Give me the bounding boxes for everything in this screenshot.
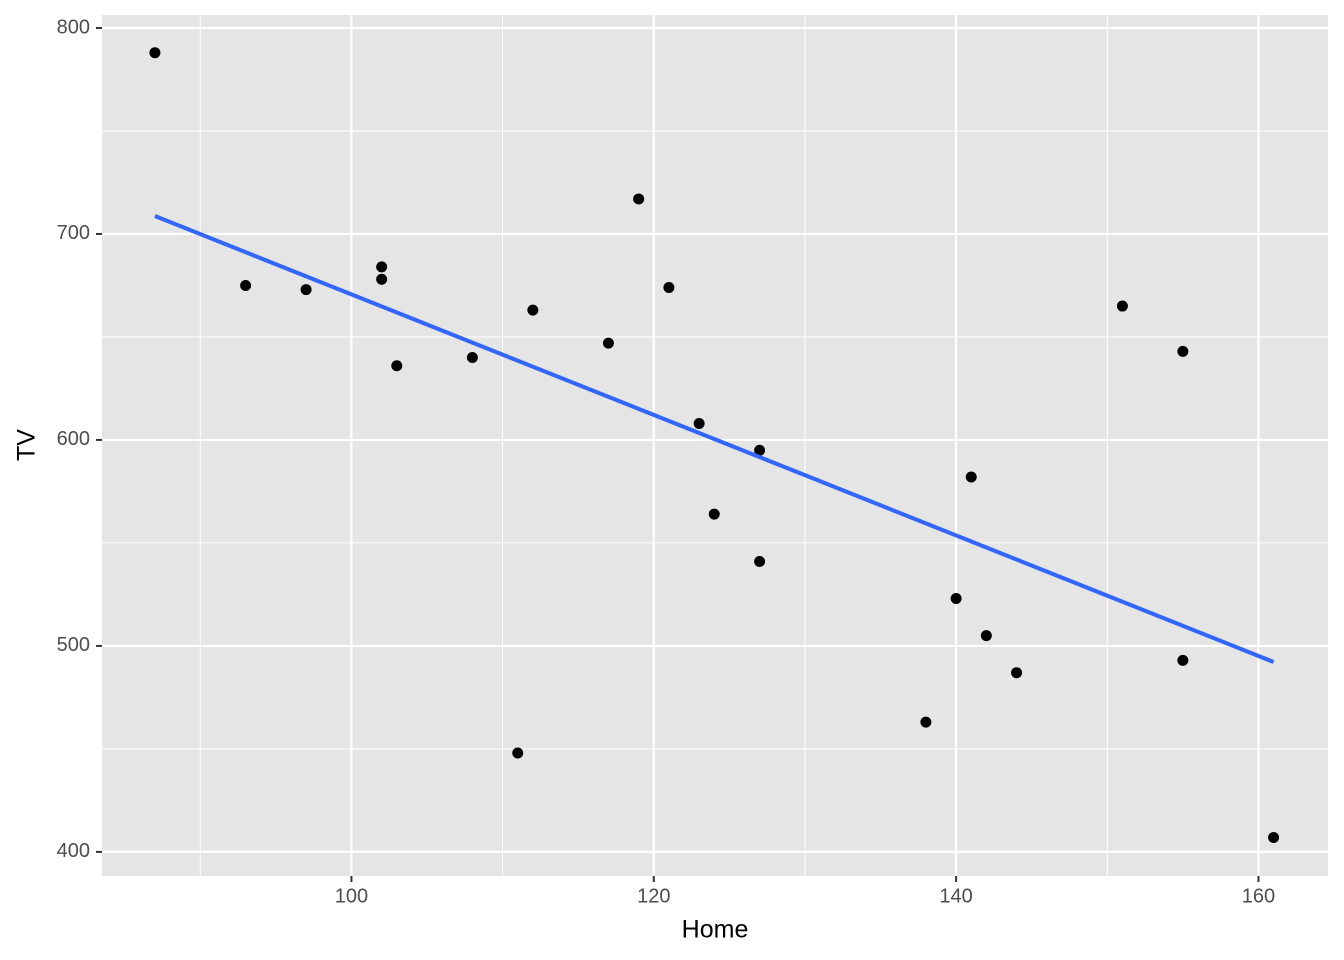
point bbox=[965, 471, 977, 483]
point bbox=[602, 337, 614, 349]
point bbox=[1116, 300, 1128, 312]
point bbox=[663, 282, 675, 294]
point bbox=[391, 360, 403, 372]
y-tick-label: 700 bbox=[57, 222, 90, 244]
panel bbox=[102, 15, 1328, 876]
point bbox=[920, 716, 932, 728]
point bbox=[240, 279, 252, 291]
point bbox=[376, 273, 388, 285]
point bbox=[527, 304, 539, 316]
point bbox=[708, 508, 720, 520]
y-tick-label: 600 bbox=[57, 428, 90, 450]
point bbox=[1268, 831, 1280, 843]
point bbox=[376, 261, 388, 273]
point bbox=[980, 630, 992, 642]
x-tick-label: 140 bbox=[939, 885, 972, 907]
y-tick-label: 400 bbox=[57, 840, 90, 862]
point bbox=[754, 555, 766, 567]
point bbox=[633, 193, 645, 205]
regression-line bbox=[154, 214, 1275, 664]
x-axis-title: Home bbox=[682, 916, 749, 944]
point bbox=[1177, 654, 1189, 666]
point bbox=[466, 352, 478, 364]
point bbox=[950, 593, 962, 605]
point bbox=[693, 417, 705, 429]
x-tick-label: 120 bbox=[637, 885, 670, 907]
point bbox=[149, 47, 161, 59]
point bbox=[300, 284, 312, 296]
point bbox=[512, 747, 524, 759]
point bbox=[754, 444, 766, 456]
point bbox=[1177, 345, 1189, 357]
point bbox=[1011, 667, 1023, 679]
x-tick-label: 160 bbox=[1242, 885, 1275, 907]
y-axis-title: TV bbox=[13, 429, 41, 461]
y-tick-label: 500 bbox=[57, 634, 90, 656]
x-tick-label: 100 bbox=[335, 885, 368, 907]
y-tick-label: 800 bbox=[57, 16, 90, 38]
